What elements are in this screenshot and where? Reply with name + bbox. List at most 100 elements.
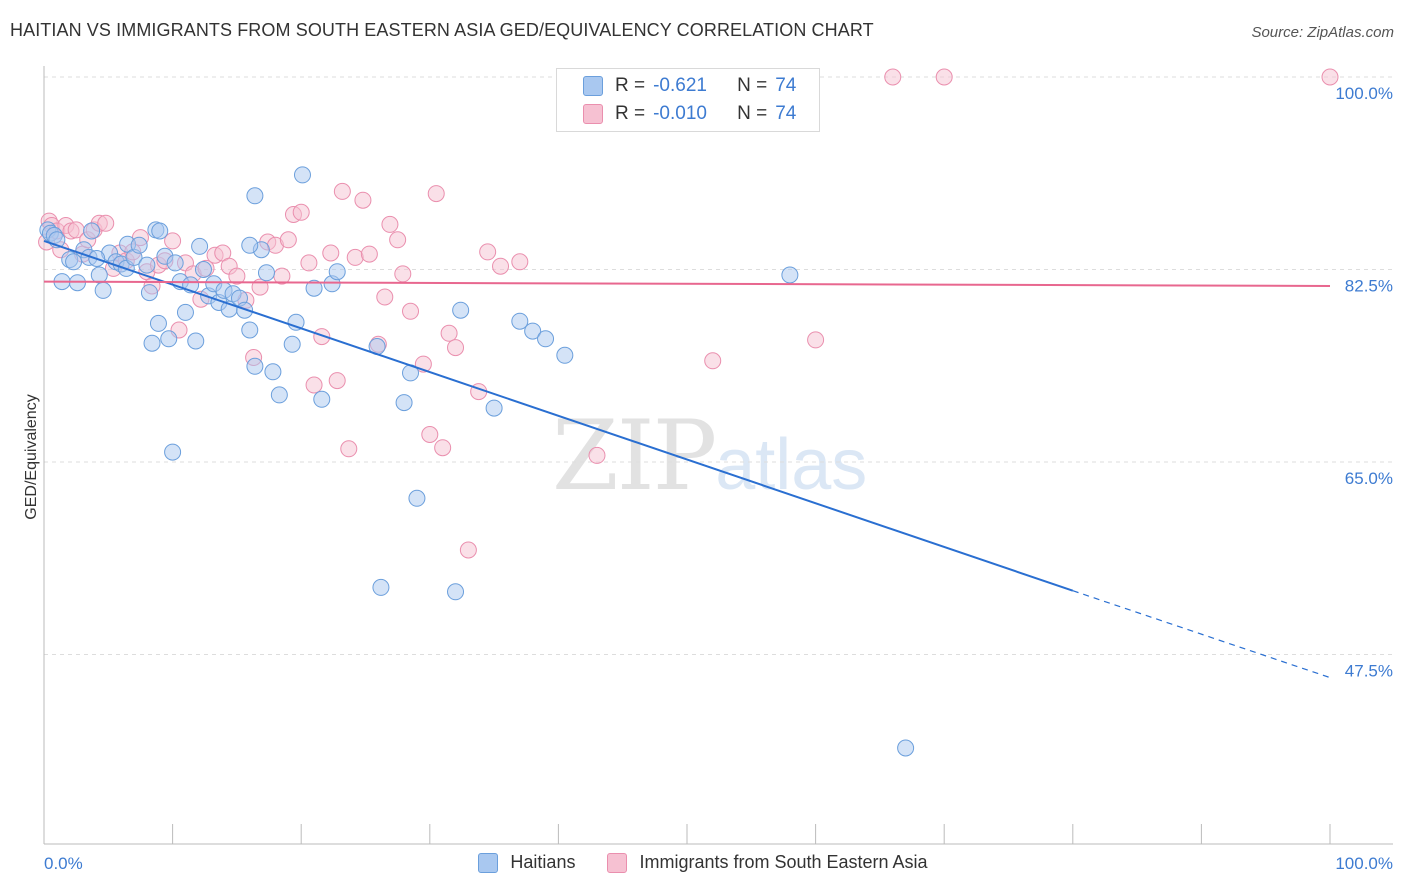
sea-point xyxy=(459,541,477,559)
sea-point xyxy=(313,328,331,346)
r-value: -0.010 xyxy=(653,103,707,124)
sea-point xyxy=(394,265,412,283)
sea-point xyxy=(389,231,407,249)
haitian-point xyxy=(447,583,465,601)
haitian-point xyxy=(143,334,161,352)
legend-swatch-haitians xyxy=(478,852,499,873)
sea-point xyxy=(421,426,439,443)
haitian-point xyxy=(328,263,346,281)
haitian-point xyxy=(187,332,205,350)
haitian-point xyxy=(166,254,184,272)
haitian-point xyxy=(511,312,529,330)
tick-labels: 47.5% 65.0% 82.5% 100.0% 0.0% 100.0% xyxy=(44,84,1393,873)
watermark: ZIPatlas xyxy=(552,400,867,512)
sea-point xyxy=(588,446,606,464)
n-value: 74 xyxy=(775,75,797,96)
sea-point xyxy=(328,372,346,390)
haitian-point xyxy=(140,284,158,302)
r-label: R = xyxy=(615,103,646,124)
haitian-point xyxy=(241,321,259,339)
sea-point xyxy=(164,232,182,250)
haitian-point xyxy=(65,253,83,271)
watermark-atlas: atlas xyxy=(715,425,868,505)
haitian-point xyxy=(246,357,264,375)
stats-legend: R = -0.621 N = 74 R = -0.010 N = 74 xyxy=(556,68,820,132)
axes xyxy=(43,66,1393,845)
sea-point xyxy=(292,203,310,221)
sea-point xyxy=(884,68,902,86)
haitian-point xyxy=(176,303,194,321)
haitian-point xyxy=(160,330,178,348)
legend-label-haitians: Haitians xyxy=(510,852,576,872)
haitian-point xyxy=(293,166,311,184)
chart-title: HAITIAN VS IMMIGRANTS FROM SOUTH EASTERN… xyxy=(10,20,874,40)
haitian-point xyxy=(94,281,112,299)
data-points xyxy=(38,68,1339,757)
watermark-zip: ZIP xyxy=(552,400,717,512)
haitian-point xyxy=(191,237,209,255)
sea-point xyxy=(340,440,358,458)
haitian-point xyxy=(194,261,212,278)
haitian-point xyxy=(83,222,101,240)
legend-swatch-sea xyxy=(583,104,603,124)
haitian-point xyxy=(246,187,264,205)
sea-point xyxy=(300,254,318,272)
sea-point xyxy=(322,244,340,262)
r-value: -0.621 xyxy=(653,75,707,96)
haitian-trend-line xyxy=(43,239,1074,592)
haitian-point xyxy=(149,314,167,332)
haitian-point xyxy=(524,322,542,340)
source-credit: Source: ZipAtlas.com xyxy=(1251,24,1394,41)
sea-point xyxy=(333,182,351,200)
sea-point xyxy=(511,253,529,271)
haitian-point xyxy=(138,256,156,274)
sea-point xyxy=(279,231,297,249)
x-tick-label-min: 0.0% xyxy=(44,854,83,873)
y-tick-label: 65.0% xyxy=(1345,469,1393,488)
sea-point xyxy=(440,324,458,342)
sea-point xyxy=(97,214,115,232)
haitian-point xyxy=(257,264,275,282)
y-tick-label: 100.0% xyxy=(1335,84,1393,103)
sea-point xyxy=(402,302,420,320)
sea-point xyxy=(434,439,452,457)
trend-lines xyxy=(43,239,1331,679)
y-axis-label: GED/Equivalency xyxy=(23,394,40,519)
sea-point xyxy=(807,331,825,349)
sea-point xyxy=(479,243,497,261)
sea-point xyxy=(427,185,445,203)
haitian-point xyxy=(485,399,503,417)
stats-row-haitians: R = -0.621 N = 74 xyxy=(583,73,796,99)
sea-point xyxy=(447,339,465,357)
y-tick-label: 47.5% xyxy=(1345,662,1393,681)
haitian-point xyxy=(372,578,390,596)
sea-point xyxy=(228,267,246,285)
sea-point xyxy=(305,376,323,394)
sea-point xyxy=(376,288,394,306)
sea-trend-line xyxy=(43,280,1331,287)
stats-row-sea: R = -0.010 N = 74 xyxy=(583,101,796,127)
n-label: N = xyxy=(737,103,768,124)
n-value: 74 xyxy=(775,103,797,124)
x-tick-label-max: 100.0% xyxy=(1335,854,1393,873)
n-label: N = xyxy=(737,75,768,96)
series-legend: Haitians Immigrants from South Eastern A… xyxy=(0,852,1406,873)
legend-item-sea[interactable]: Immigrants from South Eastern Asia xyxy=(607,852,928,873)
haitian-point xyxy=(556,346,574,364)
haitian-point xyxy=(452,301,470,319)
haitian-point xyxy=(305,279,323,297)
legend-swatch-haitians xyxy=(583,76,603,96)
haitian-point xyxy=(537,330,555,348)
haitian-point xyxy=(313,390,331,408)
sea-point xyxy=(1321,68,1339,86)
haitian-point xyxy=(287,313,305,331)
legend-item-haitians[interactable]: Haitians xyxy=(478,852,575,873)
haitian-point xyxy=(270,386,288,404)
sea-point xyxy=(704,352,722,370)
haitian-point xyxy=(151,222,169,240)
haitian-point xyxy=(897,739,915,757)
haitian-point xyxy=(395,394,413,412)
sea-point xyxy=(381,215,399,233)
haitian-point xyxy=(164,443,182,461)
